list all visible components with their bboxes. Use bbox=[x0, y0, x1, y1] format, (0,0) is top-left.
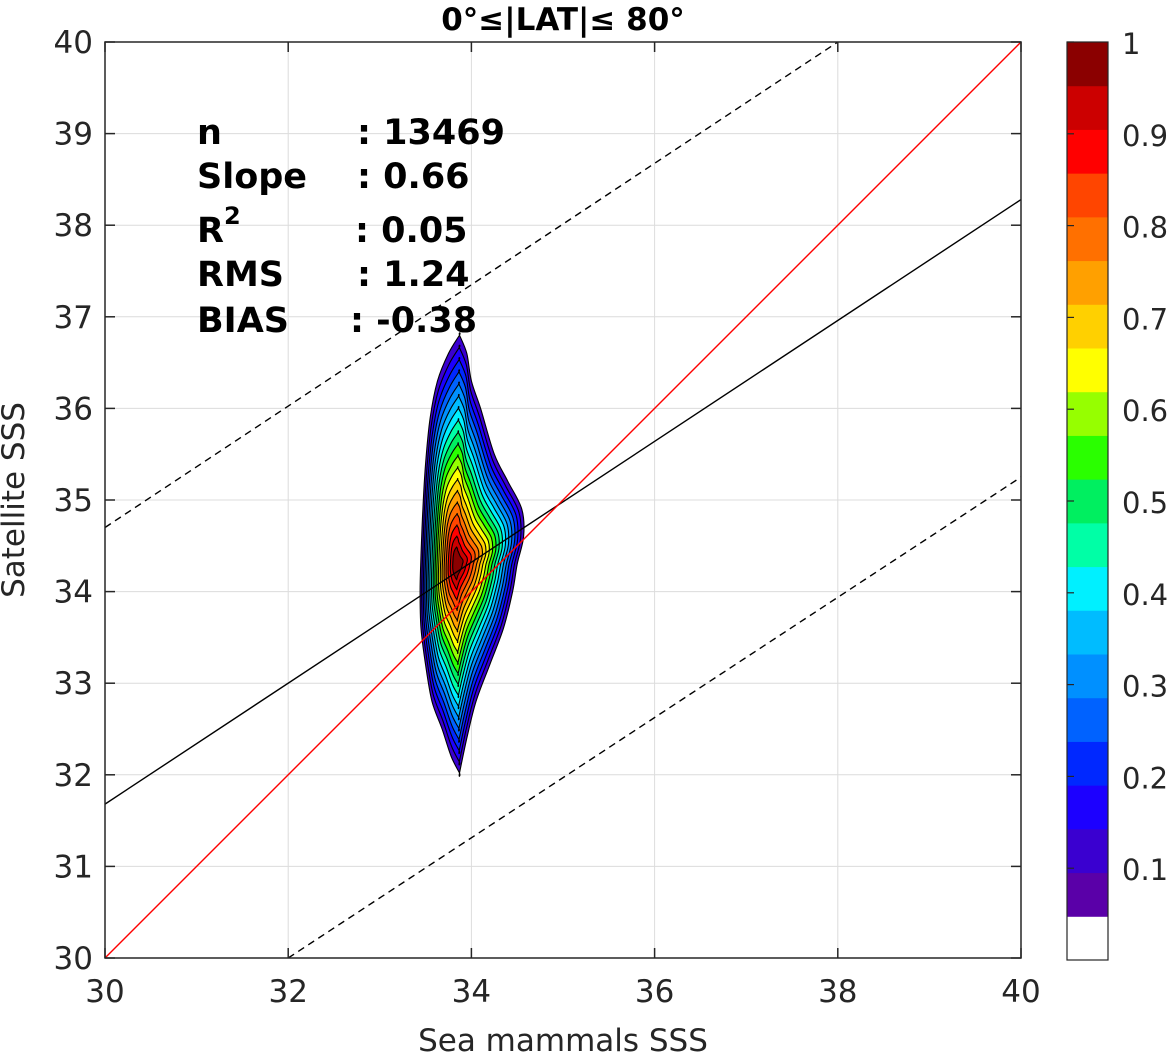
colorbar-tick-label: 0.2 bbox=[1122, 761, 1168, 795]
colorbar-segment bbox=[1067, 435, 1108, 480]
colorbar-segment bbox=[1067, 566, 1108, 611]
density-contours bbox=[419, 332, 525, 777]
x-axis-title: Sea mammals SSS bbox=[418, 1023, 708, 1055]
colorbar-tick-label: 0.8 bbox=[1122, 211, 1168, 245]
stat-superscript: 2 bbox=[224, 202, 241, 230]
stat-label: BIAS bbox=[197, 301, 289, 341]
colorbar-segment bbox=[1067, 697, 1108, 742]
colorbar-tick-label: 0.9 bbox=[1122, 119, 1168, 153]
x-tick-label: 32 bbox=[268, 974, 307, 1010]
y-tick-label: 31 bbox=[54, 849, 93, 885]
stat-label: RMS bbox=[197, 255, 284, 295]
y-tick-label: 34 bbox=[54, 575, 93, 611]
x-tick-label: 40 bbox=[1001, 974, 1040, 1010]
y-tick-label: 33 bbox=[54, 666, 93, 702]
colorbar-tick-label: 0.3 bbox=[1122, 670, 1168, 704]
colorbar-tick-label: 0.5 bbox=[1122, 486, 1168, 520]
colorbar-segment bbox=[1067, 654, 1108, 699]
colorbar: 0.1 0.2 0.3 0.4 0.5 0.6 0.7 0.8 0.9 1 bbox=[1066, 27, 1168, 961]
colorbar-segment bbox=[1067, 216, 1108, 262]
colorbar-segment bbox=[1067, 260, 1108, 305]
stat-value: : -0.38 bbox=[350, 301, 477, 341]
colorbar-segment bbox=[1067, 348, 1108, 393]
colorbar-segment bbox=[1067, 522, 1108, 568]
stat-value: : 13469 bbox=[357, 113, 505, 153]
stat-value: : 0.05 bbox=[355, 211, 468, 251]
y-tick-label: 35 bbox=[54, 483, 93, 519]
stat-label: Slope bbox=[197, 157, 307, 197]
regression-line bbox=[105, 198, 1021, 805]
stat-value: : 1.24 bbox=[357, 255, 470, 295]
y-tick-label: 32 bbox=[54, 758, 93, 794]
upper-dashed-line bbox=[105, 42, 839, 529]
x-tick-label: 34 bbox=[452, 974, 491, 1010]
colorbar-segment bbox=[1067, 916, 1108, 961]
y-tick-label: 30 bbox=[54, 941, 93, 977]
x-tick-label: 36 bbox=[635, 974, 674, 1010]
y-tick-label: 36 bbox=[54, 391, 93, 427]
colorbar-segment bbox=[1067, 85, 1108, 130]
colorbar-tick-label: 0.7 bbox=[1122, 302, 1168, 336]
colorbar-segment bbox=[1067, 610, 1108, 655]
colorbar-segment bbox=[1067, 304, 1108, 349]
y-axis-title: Satellite SSS bbox=[0, 402, 32, 598]
reference-lines bbox=[105, 42, 1021, 958]
contour-level bbox=[452, 546, 464, 581]
colorbar-tick-label: 0.1 bbox=[1122, 853, 1168, 887]
colorbar-segment bbox=[1067, 391, 1108, 436]
lower-dashed-line bbox=[287, 476, 1021, 958]
x-tick-label: 30 bbox=[85, 974, 124, 1010]
colorbar-segment bbox=[1067, 42, 1108, 87]
chart-title: 0°≤|LAT|≤ 80° bbox=[441, 2, 685, 38]
colorbar-tick-label: 1 bbox=[1122, 27, 1140, 61]
colorbar-segment bbox=[1067, 828, 1108, 874]
y-tick-label: 39 bbox=[54, 117, 93, 153]
y-tick-label: 40 bbox=[54, 25, 93, 61]
colorbar-segment bbox=[1067, 173, 1108, 218]
axis-ticks: 30 32 34 36 38 40 30 31 32 33 34 35 36 37 38 39 40 bbox=[54, 25, 1041, 1010]
colorbar-segment bbox=[1067, 785, 1108, 830]
colorbar-segment bbox=[1067, 129, 1108, 174]
x-tick-label: 38 bbox=[818, 974, 857, 1010]
stat-label: n bbox=[197, 113, 222, 153]
one-to-one-line bbox=[105, 42, 1021, 958]
colorbar-tick-label: 0.4 bbox=[1122, 578, 1168, 612]
colorbar-tick-label: 0.6 bbox=[1122, 394, 1168, 428]
colorbar-segment bbox=[1067, 741, 1108, 786]
y-tick-label: 38 bbox=[54, 208, 93, 244]
y-tick-label: 37 bbox=[54, 300, 93, 336]
stat-value: : 0.66 bbox=[357, 157, 470, 197]
colorbar-segment bbox=[1067, 872, 1108, 917]
